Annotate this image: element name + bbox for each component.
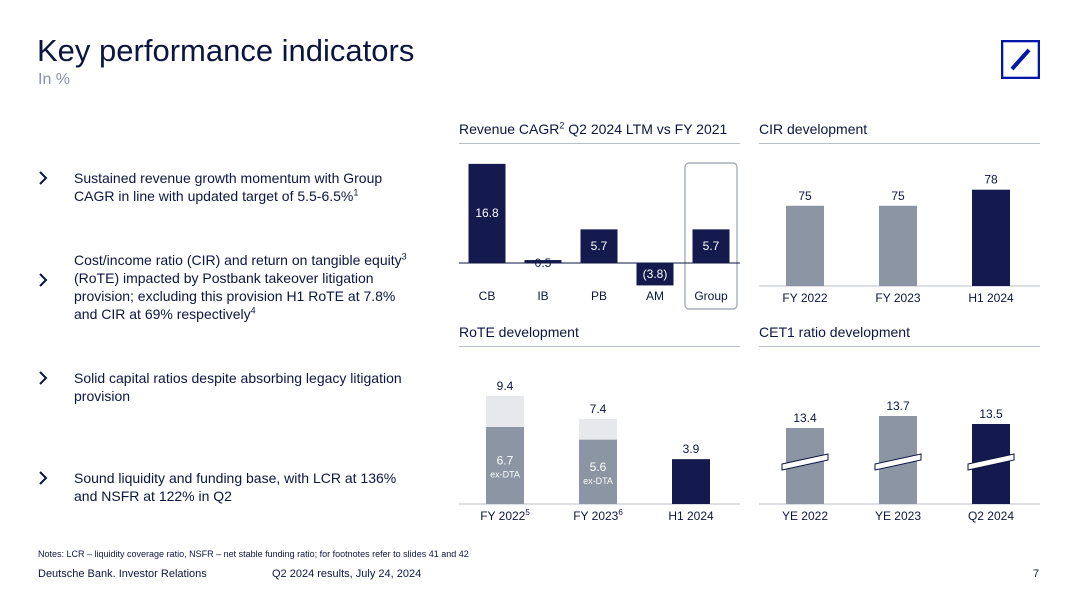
bullet-text: Cost/income ratio (CIR) and return on ta… xyxy=(74,252,402,268)
cet1-panel: CET1 ratio development 13.4 YE 2022 13.7 YE… xyxy=(759,324,1040,524)
page-title: Key performance indicators xyxy=(37,33,415,68)
chart-title: RoTE development xyxy=(459,324,579,340)
inner-sublabel: ex-DTA xyxy=(583,476,613,486)
bullet-revenue: Sustained revenue growth momentum with G… xyxy=(37,169,397,209)
bullet-capital: Solid capital ratios despite absorbing l… xyxy=(37,369,402,409)
footer-event: Q2 2024 results, July 24, 2024 xyxy=(272,568,422,580)
bar-ex-dta xyxy=(672,459,710,504)
data-label: 13.7 xyxy=(886,399,910,413)
category-label: H1 2024 xyxy=(968,291,1014,305)
cir-panel: CIR development 75 FY 2022 75 FY 2023 78 H1 2… xyxy=(759,121,1040,311)
chevron-right-icon xyxy=(37,271,53,293)
category-label: PB xyxy=(591,289,607,303)
category-label: Group xyxy=(694,289,728,303)
footnote: Notes: LCR – liquidity coverage ratio, N… xyxy=(38,549,469,559)
category-label: YE 2023 xyxy=(875,509,921,523)
footnote-ref: 3 xyxy=(401,251,407,262)
divider xyxy=(459,346,740,347)
chart-title: CET1 ratio development xyxy=(759,324,910,340)
bar-dta-effect xyxy=(486,395,524,427)
page-number: 7 xyxy=(1033,568,1040,580)
axis-break-icon xyxy=(781,453,829,471)
bullet-text: (RoTE) impacted by Postbank takeover lit… xyxy=(74,270,396,322)
category-label: CB xyxy=(479,289,496,303)
axis-break-icon xyxy=(967,453,1015,471)
footer-company: Deutsche Bank. Investor Relations xyxy=(38,568,207,580)
category-label: FY 20225 xyxy=(480,508,530,523)
data-label: 5.7 xyxy=(591,239,608,253)
bar-h1-2024 xyxy=(972,189,1010,286)
cir-chart: 75 FY 2022 75 FY 2023 78 H1 2024 xyxy=(759,173,1040,305)
data-label: 75 xyxy=(891,189,905,203)
bullet-text: Sound liquidity and funding base, with L… xyxy=(74,470,397,504)
bar-dta-effect xyxy=(579,418,617,440)
bar-ib xyxy=(524,260,562,263)
divider xyxy=(759,143,1040,144)
data-label: 13.5 xyxy=(979,407,1003,421)
data-label: 13.4 xyxy=(793,411,817,425)
data-label: 16.8 xyxy=(475,206,499,220)
bar-ex-dta xyxy=(579,439,617,504)
divider xyxy=(459,143,740,144)
bar-pb xyxy=(580,229,618,263)
total-label: 3.9 xyxy=(683,442,700,456)
bar-am xyxy=(636,263,674,286)
footnote-ref: 4 xyxy=(250,305,256,316)
axis-break-icon xyxy=(874,453,922,471)
bullet-cir-rote: Cost/income ratio (CIR) and return on ta… xyxy=(37,251,407,327)
inner-label: 5.6 xyxy=(590,460,607,474)
data-label: 0.5 xyxy=(535,256,552,270)
bar-cb xyxy=(468,163,506,263)
data-label: 5.7 xyxy=(703,239,720,253)
category-label: FY 2023 xyxy=(875,291,920,305)
cet1-chart: 13.4 YE 2022 13.7 YE 2023 13.5 Q2 2024 xyxy=(759,399,1040,523)
page-subtitle: In % xyxy=(38,71,71,88)
category-label: H1 2024 xyxy=(668,509,714,523)
category-label: YE 2022 xyxy=(782,509,828,523)
category-label: Q2 2024 xyxy=(968,509,1014,523)
bar-ex-dta xyxy=(486,426,524,504)
bar-group xyxy=(692,229,730,263)
chart-title: CIR development xyxy=(759,121,868,137)
chevron-right-icon xyxy=(37,169,53,191)
chevron-right-icon xyxy=(37,469,53,491)
revenue-cagr-chart: 16.8 CB 0.5 IB 5.7 PB (3.8) AM 5.7 Group xyxy=(459,162,740,310)
bullet-liquidity: Sound liquidity and funding base, with L… xyxy=(37,469,397,509)
divider xyxy=(759,346,1040,347)
deutsche-bank-logo-icon xyxy=(1000,39,1041,80)
data-label: 78 xyxy=(984,173,998,187)
inner-label: 6.7 xyxy=(497,453,514,467)
bullet-text: Solid capital ratios despite absorbing l… xyxy=(74,370,402,404)
data-label: (3.8) xyxy=(643,267,668,281)
category-label: FY 20236 xyxy=(573,508,623,523)
rote-chart: 9.4 6.7 ex-DTA FY 20225 7.4 5.6 ex-DTA FY 20236… xyxy=(459,379,740,523)
group-highlight-frame xyxy=(684,162,738,310)
chevron-right-icon xyxy=(37,369,53,391)
data-label: 75 xyxy=(798,189,812,203)
total-label: 7.4 xyxy=(590,402,607,416)
bar-fy-2023 xyxy=(879,205,917,286)
category-label: AM xyxy=(646,289,664,303)
footnote-ref: 1 xyxy=(353,187,359,198)
total-label: 9.4 xyxy=(497,379,514,393)
bullet-text: Sustained revenue growth momentum with G… xyxy=(74,170,383,204)
rote-panel: RoTE development 9.4 6.7 ex-DTA FY 20225 7.4… xyxy=(459,324,740,524)
bar-fy-2022 xyxy=(786,205,824,286)
revenue-cagr-panel: Revenue CAGR2 Q2 2024 LTM vs FY 2021 16.… xyxy=(459,121,740,311)
chart-title: Revenue CAGR2 Q2 2024 LTM vs FY 2021 xyxy=(459,120,728,137)
inner-sublabel: ex-DTA xyxy=(490,469,520,479)
category-label: IB xyxy=(537,289,548,303)
category-label: FY 2022 xyxy=(782,291,827,305)
